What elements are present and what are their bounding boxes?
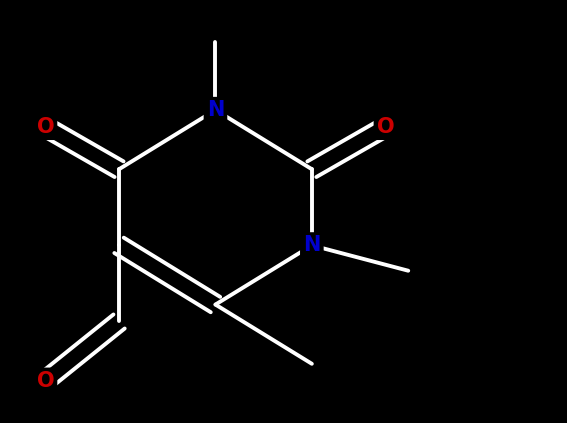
Text: N: N: [207, 100, 224, 120]
Text: O: O: [376, 117, 395, 137]
Text: O: O: [36, 371, 54, 391]
Text: N: N: [303, 235, 320, 255]
Text: O: O: [36, 117, 54, 137]
